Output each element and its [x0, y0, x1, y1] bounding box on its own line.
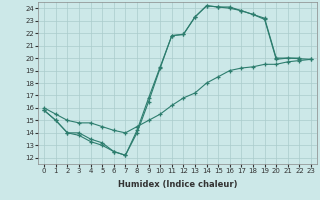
X-axis label: Humidex (Indice chaleur): Humidex (Indice chaleur) — [118, 180, 237, 189]
